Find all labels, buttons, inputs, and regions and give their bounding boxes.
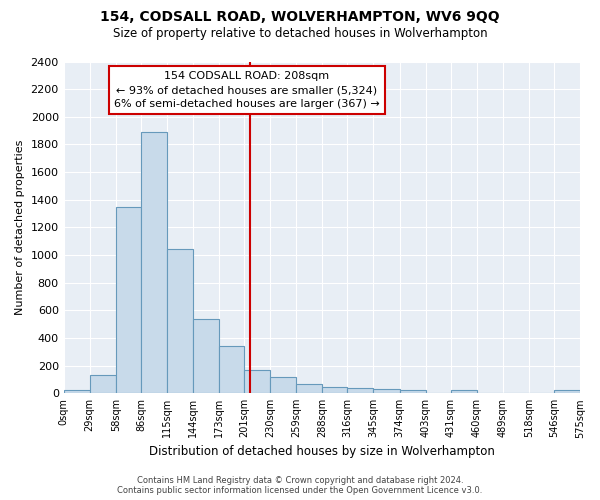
Bar: [554, 390, 580, 393]
Bar: [219, 346, 244, 393]
Text: Size of property relative to detached houses in Wolverhampton: Size of property relative to detached ho…: [113, 28, 487, 40]
Y-axis label: Number of detached properties: Number of detached properties: [15, 140, 25, 315]
X-axis label: Distribution of detached houses by size in Wolverhampton: Distribution of detached houses by size …: [149, 444, 495, 458]
Bar: [193, 318, 219, 393]
Bar: [116, 206, 141, 393]
Bar: [270, 378, 296, 393]
Bar: [141, 132, 167, 393]
Bar: [167, 249, 193, 393]
Bar: [400, 390, 425, 393]
Bar: [451, 390, 477, 393]
Bar: [64, 390, 90, 393]
Text: Contains HM Land Registry data © Crown copyright and database right 2024.
Contai: Contains HM Land Registry data © Crown c…: [118, 476, 482, 495]
Bar: [322, 387, 347, 393]
Text: 154 CODSALL ROAD: 208sqm
← 93% of detached houses are smaller (5,324)
6% of semi: 154 CODSALL ROAD: 208sqm ← 93% of detach…: [114, 72, 380, 110]
Bar: [373, 389, 400, 393]
Bar: [244, 370, 270, 393]
Bar: [90, 375, 116, 393]
Bar: [347, 388, 373, 393]
Text: 154, CODSALL ROAD, WOLVERHAMPTON, WV6 9QQ: 154, CODSALL ROAD, WOLVERHAMPTON, WV6 9Q…: [100, 10, 500, 24]
Bar: [296, 384, 322, 393]
